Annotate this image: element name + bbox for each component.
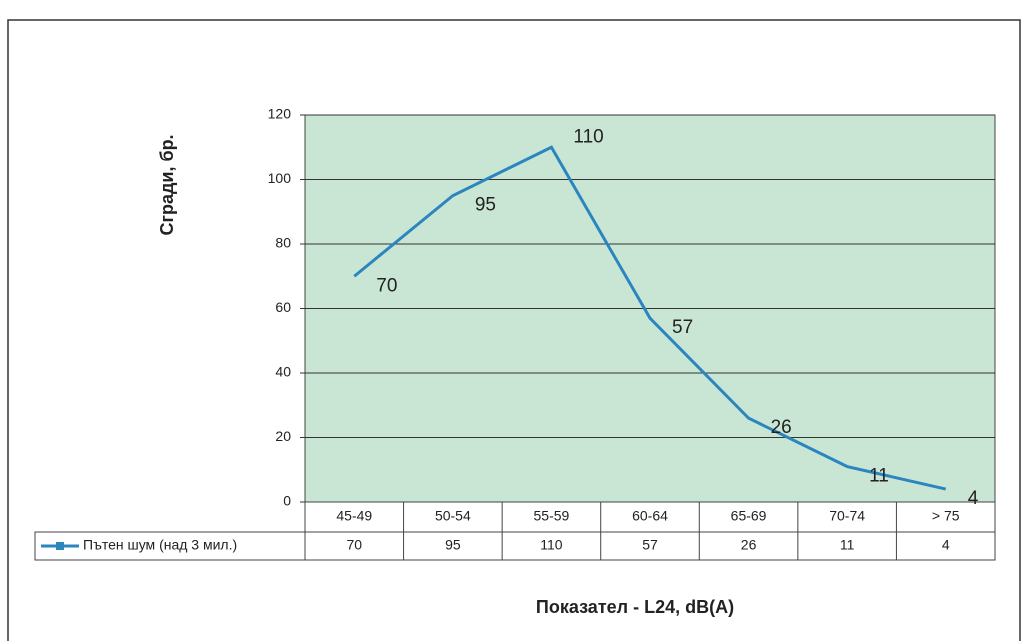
legend-marker [56, 542, 64, 550]
table-value: 70 [346, 537, 362, 553]
y-tick-label: 0 [283, 493, 291, 509]
table-value: 110 [540, 537, 563, 553]
x-tick-label: 55-59 [534, 508, 570, 524]
x-tick-label: 70-74 [829, 508, 865, 524]
x-tick-label: 50-54 [435, 508, 471, 524]
data-table [304, 501, 996, 561]
x-tick-label: 45-49 [336, 508, 372, 524]
table-value: 11 [840, 537, 855, 553]
y-axis-title: Сгради, бр. [157, 134, 177, 235]
data-label: 57 [672, 317, 693, 338]
data-label: 70 [376, 275, 397, 296]
data-label: 11 [869, 466, 889, 487]
y-tick-label: 100 [268, 170, 292, 186]
y-tick-label: 120 [268, 106, 292, 122]
data-label: 95 [475, 195, 496, 216]
table-value: 26 [741, 537, 757, 553]
series-line [353, 145, 947, 491]
x-tick-label: 60-64 [632, 508, 668, 524]
data-label: 110 [573, 126, 603, 147]
y-tick-label: 20 [275, 428, 291, 444]
legend-label: Пътен шум (над 3 мил.) [83, 537, 237, 553]
x-tick-label: > 75 [932, 508, 960, 524]
x-tick-label: 65-69 [731, 508, 767, 524]
legend-cell [34, 531, 306, 561]
table-value: 57 [642, 537, 658, 553]
y-tick-label: 80 [275, 235, 291, 251]
data-label: 4 [968, 488, 979, 509]
y-tick-label: 40 [275, 364, 291, 380]
data-label: 26 [771, 417, 792, 438]
table-value: 95 [445, 537, 461, 553]
x-axis-title: Показател - L24, dB(A) [536, 597, 734, 617]
y-tick-label: 60 [275, 299, 291, 315]
table-value: 4 [942, 537, 950, 553]
